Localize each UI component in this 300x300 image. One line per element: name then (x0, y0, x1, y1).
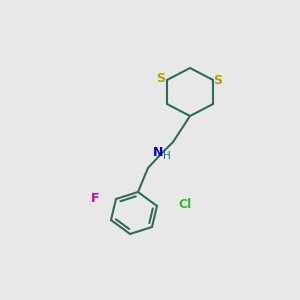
Text: Cl: Cl (178, 199, 191, 212)
Text: S: S (157, 73, 166, 85)
Text: S: S (214, 74, 223, 86)
Text: N: N (153, 146, 163, 160)
Text: F: F (91, 191, 99, 205)
Text: H: H (163, 151, 171, 161)
